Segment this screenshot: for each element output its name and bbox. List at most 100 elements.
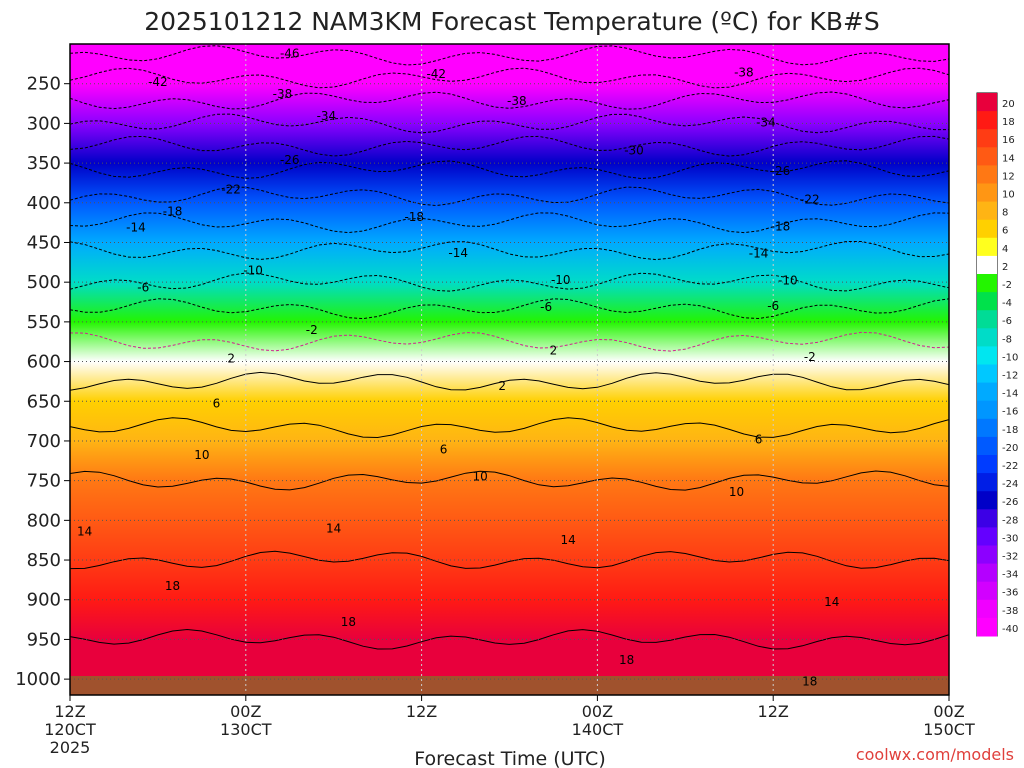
- colorbar-swatch: [977, 599, 997, 619]
- contour-label: -26: [280, 153, 300, 167]
- contour-label: -42: [426, 67, 446, 81]
- colorbar-label: 6: [1002, 226, 1008, 237]
- colorbar-swatch: [977, 382, 997, 402]
- colorbar-label: 12: [1002, 171, 1015, 182]
- colorbar-swatch: [977, 111, 997, 130]
- contour-line: [70, 186, 949, 207]
- contour-label: 10: [729, 485, 744, 499]
- contour-label: -34: [317, 109, 337, 123]
- colorbar-label: -6: [1002, 316, 1012, 327]
- colorbar: 20 18 16 14 12 10 8 6 4 2 -2 -4 -6 -8 -10 -12 -14 -16 -18 -…: [976, 92, 1018, 637]
- contour-label: -10: [551, 273, 571, 287]
- colorbar-swatch: [977, 129, 997, 148]
- y-tick-label: 250: [27, 74, 61, 95]
- colorbar-swatch: [977, 455, 997, 474]
- contour-label: 14: [824, 595, 839, 609]
- contour-label: 2: [550, 343, 558, 357]
- grid-lines: [69, 44, 950, 695]
- x-tick-label: 150CT: [923, 720, 975, 739]
- contour-line: [70, 45, 949, 66]
- colorbar-swatch: [977, 201, 997, 221]
- plot-area: -46-42-42 -38-38-38-34 -34-30-26-26-22-22-…: [69, 43, 950, 696]
- y-tick-label: 900: [27, 590, 61, 611]
- x-axis-label: Forecast Time (UTC): [414, 748, 605, 768]
- colorbar-label: -26: [1002, 497, 1018, 508]
- colorbar-swatch: [977, 183, 997, 203]
- colorbar-label: -20: [1002, 443, 1018, 454]
- colorbar-swatch: [977, 255, 997, 275]
- x-tick-label: 140CT: [572, 720, 624, 739]
- contour-line: [70, 212, 949, 234]
- colorbar-swatch: [977, 491, 997, 510]
- colorbar-label: 4: [1002, 244, 1008, 255]
- colorbar-label: -18: [1002, 425, 1018, 436]
- contour-label: -34: [756, 116, 776, 130]
- contour-label: -22: [800, 193, 820, 207]
- colorbar-label: 2: [1002, 262, 1008, 273]
- y-tick-label: 650: [27, 391, 61, 412]
- contour-label: -18: [771, 220, 791, 234]
- colorbar-label: -22: [1002, 461, 1018, 472]
- colorbar-swatch: [977, 364, 997, 384]
- y-tick-label: 600: [27, 352, 61, 373]
- colorbar-swatch: [977, 328, 997, 347]
- contour-label: -2: [804, 350, 816, 364]
- contour-line: [70, 417, 949, 439]
- x-tick-label: 120CT: [44, 720, 96, 739]
- y-tick-label: 400: [27, 193, 61, 214]
- y-tick-label: 950: [27, 629, 61, 650]
- x-tick-label: 00Z: [230, 702, 261, 721]
- colorbar-label: -38: [1002, 606, 1018, 617]
- y-tick-label: 350: [27, 153, 61, 174]
- y-tick-label: 1000: [15, 669, 61, 690]
- contour-label: -30: [624, 143, 644, 157]
- colorbar-label: -14: [1002, 389, 1018, 400]
- contour-label: -18: [404, 210, 424, 224]
- contour-label: -6: [137, 281, 149, 295]
- contour-label: -10: [778, 274, 798, 288]
- y-tick-label: 850: [27, 550, 61, 571]
- contour-line: [70, 371, 949, 391]
- colorbar-swatch: [977, 617, 997, 637]
- colorbar-swatch: [977, 237, 997, 257]
- colorbar-label: -16: [1002, 407, 1018, 418]
- x-tick-label: 12Z: [758, 702, 789, 721]
- contour-line: [70, 550, 949, 570]
- colorbar-swatch: [977, 292, 997, 311]
- chart-title: 2025101212 NAM3KM Forecast Temperature (…: [144, 7, 880, 36]
- colorbar-label: -28: [1002, 515, 1018, 526]
- colorbar-label: -24: [1002, 479, 1018, 490]
- x-tick-label: 2025: [50, 738, 91, 757]
- colorbar-swatch: [977, 219, 997, 239]
- x-tick-label: 130CT: [220, 720, 272, 739]
- colorbar-swatch: [977, 545, 997, 565]
- colorbar-label: -34: [1002, 570, 1018, 581]
- colorbar-label: -4: [1002, 298, 1012, 309]
- colorbar-swatch: [977, 436, 997, 456]
- colorbar-label: 16: [1002, 135, 1015, 146]
- y-tick-label: 800: [27, 510, 61, 531]
- contour-label: 10: [473, 470, 488, 484]
- contour-label: 6: [440, 443, 448, 457]
- colorbar-label: -30: [1002, 533, 1018, 544]
- plot-frame: [69, 43, 950, 696]
- colorbar-label: -10: [1002, 352, 1018, 363]
- contour-label: -6: [767, 299, 779, 313]
- contour-label: -42: [148, 75, 168, 89]
- colorbar-label: 18: [1002, 117, 1015, 128]
- contour-line: [70, 331, 949, 352]
- contour-label: -14: [448, 246, 468, 260]
- contour-line: [70, 628, 949, 650]
- colorbar-label: -8: [1002, 334, 1012, 345]
- colorbar-label: -12: [1002, 371, 1018, 382]
- colorbar-swatch: [977, 147, 997, 166]
- x-tick-label: 00Z: [933, 702, 964, 721]
- contour-label: -46: [280, 47, 300, 61]
- contour-label: 14: [560, 533, 575, 547]
- contour-line: [70, 298, 949, 320]
- y-axis: 250 300 350 400 450 500 550 600 650 700 750 800 850 9…: [15, 74, 70, 690]
- contour-label: -14: [126, 220, 146, 234]
- colorbar-swatch: [977, 473, 997, 492]
- contour-line: [70, 135, 949, 157]
